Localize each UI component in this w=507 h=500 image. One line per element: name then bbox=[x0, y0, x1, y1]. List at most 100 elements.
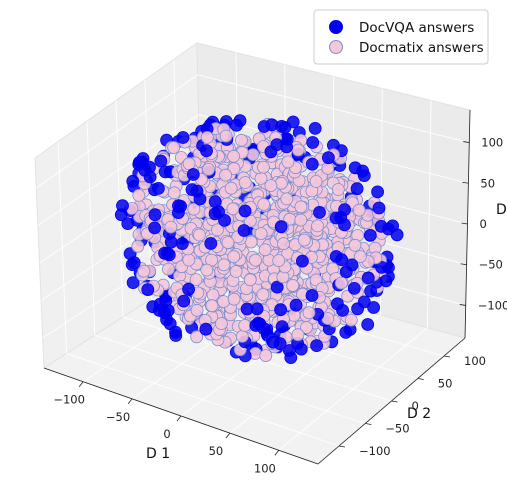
point-docmatix bbox=[244, 235, 258, 249]
point-docvqa bbox=[310, 339, 324, 353]
point-docmatix bbox=[189, 273, 203, 287]
y-axis-label: D 2 bbox=[407, 406, 431, 422]
point-docmatix bbox=[167, 141, 181, 154]
point-docvqa bbox=[151, 181, 165, 195]
point-docvqa bbox=[159, 294, 173, 308]
point-docvqa bbox=[264, 145, 278, 159]
point-docmatix bbox=[219, 168, 233, 182]
point-docmatix bbox=[217, 295, 231, 309]
z-tick-label: 50 bbox=[480, 176, 495, 190]
x-tick-label: 50 bbox=[209, 444, 224, 458]
point-docmatix bbox=[353, 250, 367, 264]
point-docvqa bbox=[295, 254, 309, 268]
point-docmatix bbox=[226, 202, 240, 216]
point-docmatix bbox=[234, 133, 248, 147]
x-tick-mark bbox=[274, 450, 280, 456]
legend-box bbox=[313, 9, 489, 65]
point-docvqa bbox=[289, 298, 303, 312]
point-docvqa bbox=[379, 274, 393, 288]
point-docvqa bbox=[347, 281, 361, 295]
point-docmatix bbox=[227, 149, 241, 163]
point-docvqa bbox=[238, 204, 252, 218]
point-docmatix bbox=[258, 243, 272, 257]
point-docvqa bbox=[143, 170, 157, 184]
point-docmatix bbox=[246, 148, 260, 162]
point-docmatix bbox=[238, 319, 252, 332]
y-tick-mark bbox=[443, 355, 451, 358]
point-docmatix bbox=[309, 175, 323, 188]
point-docmatix bbox=[164, 220, 178, 234]
y-tick-label: 100 bbox=[464, 354, 486, 368]
x-tick-mark bbox=[78, 381, 84, 387]
point-docvqa bbox=[126, 174, 140, 188]
point-docvqa bbox=[330, 297, 344, 311]
legend-marker-docmatix bbox=[329, 40, 343, 54]
gridline-z bbox=[197, 74, 470, 144]
point-docvqa bbox=[305, 289, 319, 302]
point-docmatix bbox=[272, 254, 286, 268]
point-docvqa bbox=[199, 322, 213, 336]
point-docvqa bbox=[305, 157, 319, 171]
point-docvqa bbox=[177, 294, 191, 308]
point-docmatix bbox=[297, 233, 311, 247]
point-docmatix bbox=[277, 237, 290, 251]
point-docmatix bbox=[334, 276, 348, 290]
point-docmatix bbox=[264, 179, 278, 193]
point-docmatix bbox=[217, 258, 231, 272]
legend-label-docmatix: Docmatix answers bbox=[359, 40, 484, 56]
point-docmatix bbox=[137, 264, 151, 278]
point-docmatix bbox=[291, 328, 305, 342]
x-tick-label: 100 bbox=[254, 461, 276, 475]
y-tick-mark bbox=[391, 400, 398, 403]
y-tick-mark bbox=[417, 378, 424, 380]
point-docmatix bbox=[254, 227, 268, 241]
y-tick-label: 0 bbox=[412, 399, 419, 413]
point-docvqa bbox=[308, 121, 322, 135]
y-tick-label: −100 bbox=[359, 444, 391, 458]
point-docmatix bbox=[187, 202, 201, 216]
y-tick-mark bbox=[338, 445, 346, 448]
point-docmatix bbox=[190, 303, 204, 317]
gridline-z bbox=[37, 114, 199, 226]
x-tick-label: 0 bbox=[163, 427, 170, 441]
point-docvqa bbox=[141, 283, 155, 297]
point-docmatix bbox=[254, 171, 268, 185]
point-docvqa bbox=[313, 205, 326, 219]
point-docvqa bbox=[146, 300, 160, 314]
point-docvqa bbox=[356, 164, 370, 178]
point-docmatix bbox=[348, 238, 362, 252]
point-docmatix bbox=[302, 306, 316, 320]
point-docmatix bbox=[182, 253, 196, 267]
point-docvqa bbox=[329, 250, 343, 263]
point-docvqa bbox=[364, 284, 378, 298]
x-tick-group: −100 −50 0 50 100 bbox=[53, 381, 280, 475]
z-tick-mark bbox=[461, 222, 468, 225]
point-docvqa bbox=[158, 165, 172, 179]
point-docmatix bbox=[227, 250, 241, 264]
point-docmatix bbox=[281, 155, 295, 169]
point-docvqa bbox=[169, 325, 182, 339]
point-docmatix bbox=[161, 262, 175, 276]
point-docmatix bbox=[227, 292, 241, 306]
point-docvqa bbox=[237, 224, 251, 237]
point-docmatix bbox=[311, 219, 324, 233]
point-docvqa bbox=[126, 276, 140, 290]
point-docvqa bbox=[374, 219, 388, 233]
point-docvqa bbox=[182, 282, 196, 296]
point-docmatix bbox=[259, 349, 273, 363]
point-docmatix bbox=[280, 192, 294, 206]
z-tick-mark bbox=[463, 141, 470, 143]
point-docmatix bbox=[210, 223, 224, 237]
point-docmatix bbox=[274, 176, 288, 190]
point-docvqa bbox=[200, 144, 213, 158]
point-docvqa bbox=[275, 320, 289, 334]
point-docmatix bbox=[192, 228, 206, 242]
point-docvqa bbox=[357, 295, 371, 309]
point-docmatix bbox=[286, 278, 300, 292]
point-docvqa bbox=[257, 120, 271, 133]
point-docvqa bbox=[361, 318, 375, 331]
point-docvqa bbox=[274, 303, 288, 317]
point-docvqa bbox=[372, 201, 386, 215]
data-points bbox=[114, 114, 404, 365]
point-docvqa bbox=[361, 271, 375, 285]
